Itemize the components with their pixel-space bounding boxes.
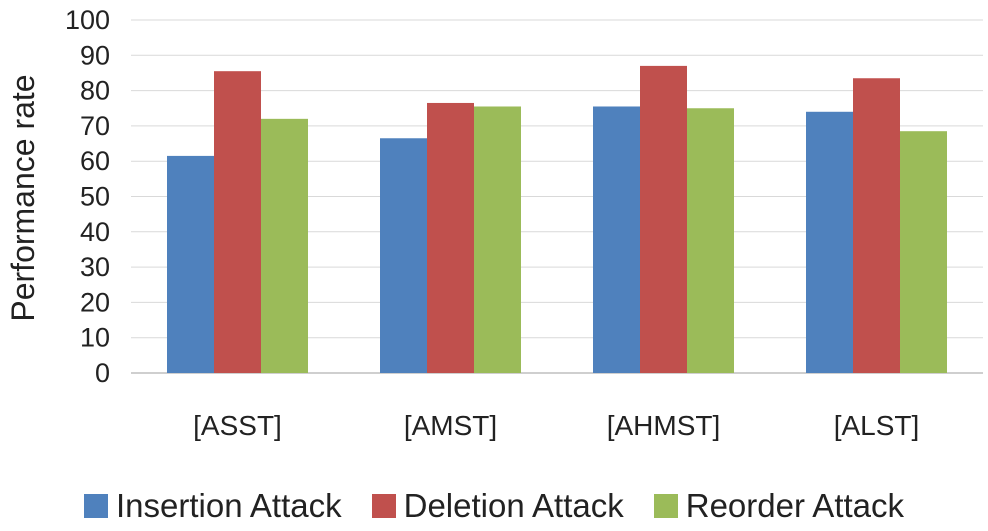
y-tick-label: 40 [80,217,110,247]
bar-insertion-attack [593,106,640,374]
x-tick-label: [ALST] [834,410,920,441]
bar-reorder-attack [261,118,308,373]
bar-deletion-attack [427,102,474,373]
y-tick-label: 100 [65,5,110,35]
y-tick-label: 70 [80,111,110,141]
bar-reorder-attack [687,108,734,373]
bar-insertion-attack [167,155,214,373]
y-tick-label: 90 [80,40,110,70]
x-tick-label: [AMST] [404,410,497,441]
bars [167,65,947,374]
y-tick-label: 30 [80,252,110,282]
y-tick-label: 60 [80,146,110,176]
legend-swatch [83,494,108,518]
legend-swatch [371,494,396,518]
legend-item: Insertion Attack [83,487,342,525]
legend-item: Deletion Attack [371,487,624,525]
y-axis-title: Performance rate [5,74,41,321]
y-axis-ticks: 0 10 20 30 40 50 60 70 80 90 100 [65,5,110,388]
bar-insertion-attack [806,111,853,373]
bar-reorder-attack [900,131,947,373]
x-tick-label: [ASST] [193,410,282,441]
y-tick-label: 80 [80,76,110,106]
legend: Insertion Attack Deletion Attack Reorder A… [0,484,988,528]
bar-deletion-attack [640,65,687,373]
bar-insertion-attack [380,138,427,373]
x-axis-ticks: [ASST] [AMST] [AHMST] [ALST] [193,410,919,441]
legend-item: Reorder Attack [653,487,905,525]
y-tick-label: 10 [80,323,110,353]
bar-deletion-attack [853,78,900,374]
y-tick-label: 20 [80,287,110,317]
y-tick-label: 0 [95,358,110,388]
y-tick-label: 50 [80,182,110,212]
bar-deletion-attack [214,71,261,373]
legend-label: Reorder Attack [685,487,905,524]
bar-reorder-attack [474,106,521,374]
x-tick-label: [AHMST] [607,410,721,441]
legend-label: Insertion Attack [115,487,342,524]
legend-swatch [653,494,678,518]
legend-label: Deletion Attack [403,487,624,524]
